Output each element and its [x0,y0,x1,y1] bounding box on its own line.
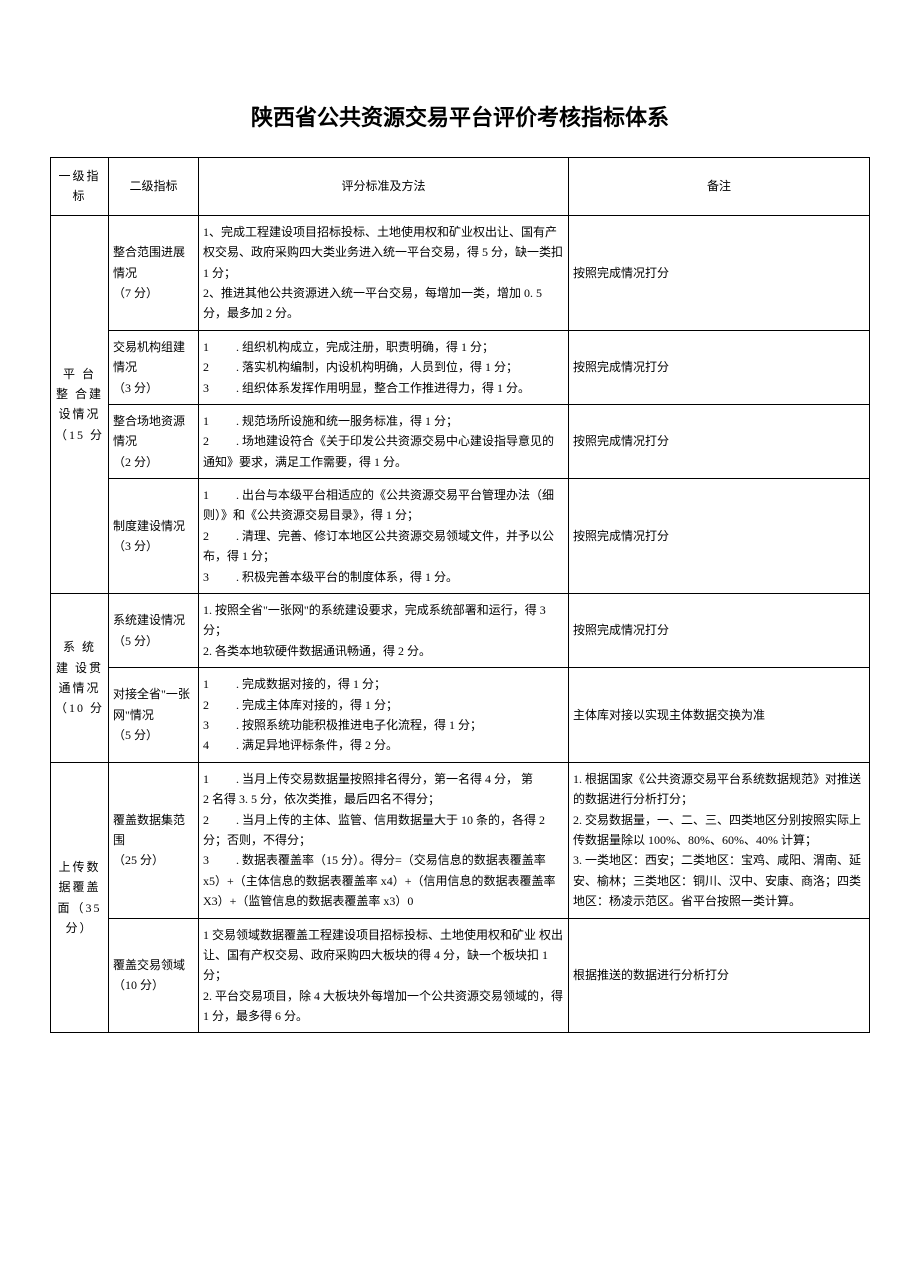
cell-criteria: 1 . 完成数据对接的，得 1 分； 2 . 完成主体库对接的，得 1 分； 3… [199,668,569,763]
cell-notes: 主体库对接以实现主体数据交换为准 [569,668,870,763]
cell-criteria: 1 . 当月上传交易数据量按照排名得分，第一名得 4 分， 第 2 名得 3. … [199,762,569,918]
cell-level1: 系 统 建 设贯通情况 （10 分 [51,594,109,763]
cell-level2: 覆盖数据集范围 （25 分） [109,762,199,918]
cell-level2: 对接全省"一张网"情况 （5 分） [109,668,199,763]
cell-level2: 整合范围进展情况 （7 分） [109,215,199,330]
table-row: 平 台 整 合建设情况 （15 分整合范围进展情况 （7 分）1、完成工程建设项… [51,215,870,330]
cell-level2: 制度建设情况 （3 分） [109,479,199,594]
cell-notes: 按照完成情况打分 [569,330,870,404]
evaluation-table: 一级指标 二级指标 评分标准及方法 备注 平 台 整 合建设情况 （15 分整合… [50,157,870,1033]
cell-criteria: 1. 按照全省"一张网"的系统建设要求，完成系统部署和运行，得 3 分； 2. … [199,594,569,668]
header-level2: 二级指标 [109,158,199,216]
cell-criteria: 1、完成工程建设项目招标投标、土地使用权和矿业权出让、国有产权交易、政府采购四大… [199,215,569,330]
cell-level1: 平 台 整 合建设情况 （15 分 [51,215,109,593]
cell-notes: 根据推送的数据进行分析打分 [569,918,870,1033]
cell-criteria: 1 交易领域数据覆盖工程建设项目招标投标、土地使用权和矿业 权出让、国有产权交易… [199,918,569,1033]
cell-notes: 按照完成情况打分 [569,404,870,478]
cell-level2: 系统建设情况 （5 分） [109,594,199,668]
table-row: 整合场地资源情况 （2 分）1 . 规范场所设施和统一服务标准，得 1 分； 2… [51,404,870,478]
cell-level2: 交易机构组建情况 （3 分） [109,330,199,404]
cell-notes: 按照完成情况打分 [569,479,870,594]
table-header-row: 一级指标 二级指标 评分标准及方法 备注 [51,158,870,216]
table-row: 覆盖交易领域 （10 分）1 交易领域数据覆盖工程建设项目招标投标、土地使用权和… [51,918,870,1033]
document-title: 陕西省公共资源交易平台评价考核指标体系 [50,100,870,132]
cell-criteria: 1 . 组织机构成立，完成注册，职责明确，得 1 分； 2 . 落实机构编制，内… [199,330,569,404]
cell-criteria: 1 . 出台与本级平台相适应的《公共资源交易平台管理办法（细则）》和《公共资源交… [199,479,569,594]
cell-notes: 按照完成情况打分 [569,215,870,330]
header-level1: 一级指标 [51,158,109,216]
table-row: 交易机构组建情况 （3 分）1 . 组织机构成立，完成注册，职责明确，得 1 分… [51,330,870,404]
table-row: 制度建设情况 （3 分）1 . 出台与本级平台相适应的《公共资源交易平台管理办法… [51,479,870,594]
header-criteria: 评分标准及方法 [199,158,569,216]
cell-level2: 整合场地资源情况 （2 分） [109,404,199,478]
cell-notes: 1. 根据国家《公共资源交易平台系统数据规范》对推送的数据进行分析打分； 2. … [569,762,870,918]
table-body: 平 台 整 合建设情况 （15 分整合范围进展情况 （7 分）1、完成工程建设项… [51,215,870,1033]
table-row: 系 统 建 设贯通情况 （10 分系统建设情况 （5 分）1. 按照全省"一张网… [51,594,870,668]
cell-level2: 覆盖交易领域 （10 分） [109,918,199,1033]
cell-notes: 按照完成情况打分 [569,594,870,668]
header-notes: 备注 [569,158,870,216]
table-row: 对接全省"一张网"情况 （5 分）1 . 完成数据对接的，得 1 分； 2 . … [51,668,870,763]
cell-criteria: 1 . 规范场所设施和统一服务标准，得 1 分； 2 . 场地建设符合《关于印发… [199,404,569,478]
table-row: 上传数据覆盖面（35 分）覆盖数据集范围 （25 分）1 . 当月上传交易数据量… [51,762,870,918]
cell-level1: 上传数据覆盖面（35 分） [51,762,109,1033]
